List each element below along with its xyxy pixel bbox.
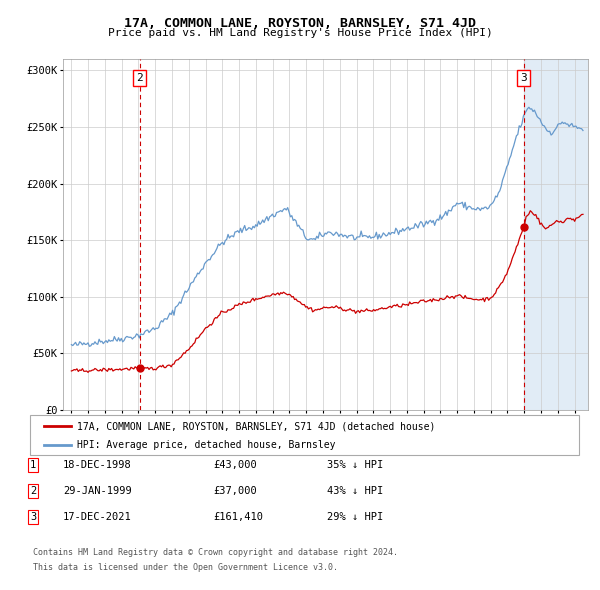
Text: 1: 1 (30, 460, 36, 470)
Bar (524, 59, 588, 410)
Text: £43,000: £43,000 (213, 460, 257, 470)
Text: Price paid vs. HM Land Registry's House Price Index (HPI): Price paid vs. HM Land Registry's House … (107, 28, 493, 38)
Text: £161,410: £161,410 (213, 512, 263, 522)
Text: This data is licensed under the Open Government Licence v3.0.: This data is licensed under the Open Gov… (33, 563, 338, 572)
Text: 2: 2 (30, 486, 36, 496)
Text: 35% ↓ HPI: 35% ↓ HPI (327, 460, 383, 470)
Text: £37,000: £37,000 (213, 486, 257, 496)
Text: HPI: Average price, detached house, Barnsley: HPI: Average price, detached house, Barn… (77, 440, 335, 450)
Text: 3: 3 (30, 512, 36, 522)
Text: 17A, COMMON LANE, ROYSTON, BARNSLEY, S71 4JD: 17A, COMMON LANE, ROYSTON, BARNSLEY, S71… (124, 17, 476, 30)
Text: 2: 2 (136, 73, 143, 83)
Text: Contains HM Land Registry data © Crown copyright and database right 2024.: Contains HM Land Registry data © Crown c… (33, 548, 398, 556)
FancyBboxPatch shape (30, 415, 579, 455)
Text: 29-JAN-1999: 29-JAN-1999 (63, 486, 132, 496)
Text: 18-DEC-1998: 18-DEC-1998 (63, 460, 132, 470)
Text: 43% ↓ HPI: 43% ↓ HPI (327, 486, 383, 496)
Text: 17A, COMMON LANE, ROYSTON, BARNSLEY, S71 4JD (detached house): 17A, COMMON LANE, ROYSTON, BARNSLEY, S71… (77, 421, 435, 431)
Text: 29% ↓ HPI: 29% ↓ HPI (327, 512, 383, 522)
Text: 3: 3 (520, 73, 527, 83)
Text: 17-DEC-2021: 17-DEC-2021 (63, 512, 132, 522)
